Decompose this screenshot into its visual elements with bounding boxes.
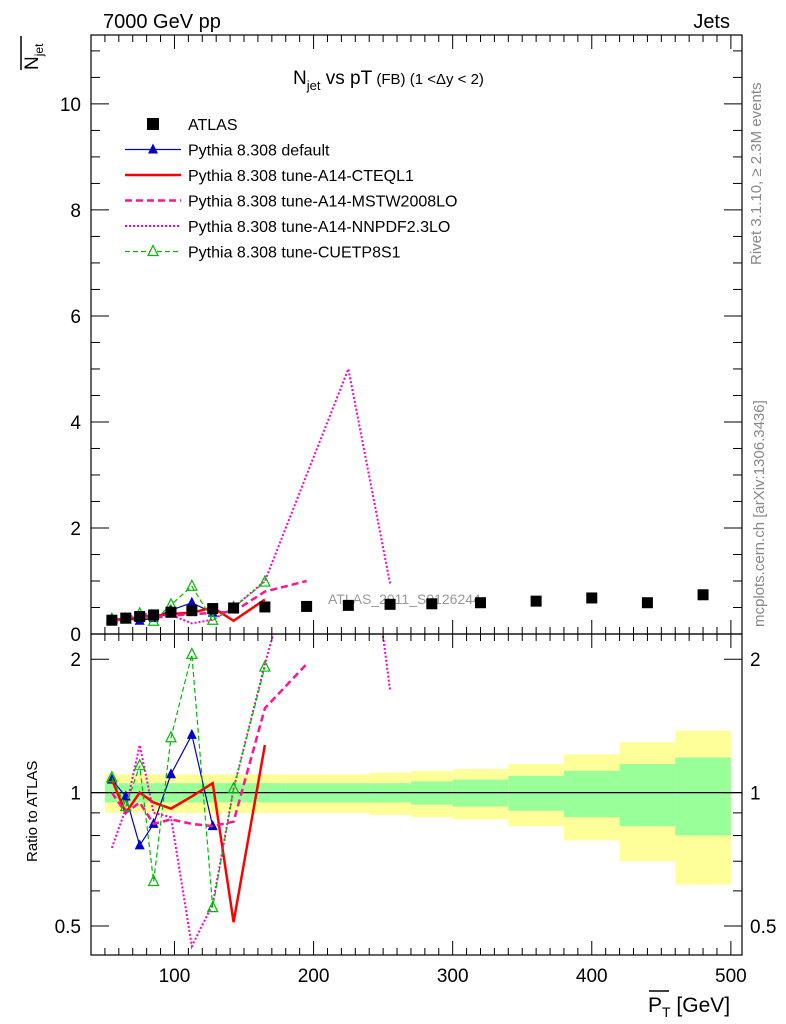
top-series-group xyxy=(105,365,709,626)
ratio-y-tick-label: 0.5 xyxy=(55,917,81,938)
legend-entry-label: Pythia 8.308 tune-A14-CTEQL1 xyxy=(188,168,414,185)
atlas-data-point xyxy=(697,589,709,601)
x-tick-label: 500 xyxy=(715,966,747,987)
ratio-y-tick-label: 2 xyxy=(70,650,81,671)
ratio-y-tick-label: 1 xyxy=(70,784,81,805)
ratio-cuetp8s1-marker xyxy=(227,781,240,794)
x-label-rest: [GeV] xyxy=(671,994,731,1017)
ratio-cuetp8s1-marker xyxy=(258,659,271,672)
top-y-tick-label: 6 xyxy=(70,307,81,328)
legend-marker-atlas xyxy=(147,118,159,130)
main-plot-panel: 0 2 4 6 8 10 ATLAS_2011_S9126244 ATLAS Pythia 8.… xyxy=(60,34,743,646)
atlas-data-point xyxy=(530,595,542,607)
atlas-data-point xyxy=(426,598,438,610)
legend-entry-label: Pythia 8.308 default xyxy=(188,143,330,160)
x-label-main: P xyxy=(648,994,662,1017)
plot-title-small: (FB) (1 <Δy < 2) xyxy=(372,71,484,88)
ratio-band-inner xyxy=(563,770,620,818)
ratio-cuetp8s1-marker xyxy=(119,799,132,812)
top-y-tick-label: 4 xyxy=(70,413,81,434)
ratio-series-group xyxy=(91,634,742,950)
atlas-data-point xyxy=(134,611,146,623)
ratio-default-marker xyxy=(186,728,197,739)
x-tick-label: 400 xyxy=(576,966,608,987)
x-axis-label: PT [GeV] xyxy=(648,990,730,1020)
atlas-data-point xyxy=(474,597,486,609)
ratio-plot-panel: 0.5 0.5 1 1 2 2 100 200 300 400 500 xyxy=(55,633,776,987)
atlas-data-point xyxy=(586,592,598,604)
atlas-data-point xyxy=(120,612,132,624)
ratio-series-line-4 xyxy=(111,654,266,908)
ratio-series-line-3 xyxy=(110,634,392,950)
atlas-data-point xyxy=(301,600,313,612)
ratio-series-line-1 xyxy=(110,744,267,923)
top-y-tick-label: 2 xyxy=(70,519,81,540)
series-line-4 xyxy=(111,365,392,625)
plot-title: Njet vs pT (FB) (1 <Δy < 2) xyxy=(293,68,484,93)
atlas-data-point xyxy=(148,609,160,621)
y-label-sub: jet xyxy=(32,43,46,57)
plot-title-rest: vs pT xyxy=(320,68,372,89)
ratio-band-inner xyxy=(508,776,564,811)
legend-open-triangle-marker xyxy=(147,244,159,257)
watermark-analysis-id: ATLAS_2011_S9126244 xyxy=(328,591,481,607)
x-tick-label: 300 xyxy=(437,966,469,987)
ratio-y-tick-label-right: 2 xyxy=(750,650,761,671)
legend-entry-label: Pythia 8.308 tune-CUETP8S1 xyxy=(188,245,401,262)
x-tick-label: 200 xyxy=(298,966,330,987)
x-tick-label: 100 xyxy=(159,966,191,987)
legend-entry-label: ATLAS xyxy=(188,117,238,134)
cuetp8s1-open-triangle-marker xyxy=(206,612,219,625)
y-label-main: N xyxy=(22,56,43,70)
atlas-data-point xyxy=(165,606,177,618)
top-y-tick-label: 0 xyxy=(70,625,81,646)
ratio-default-marker xyxy=(165,768,176,779)
legend-triangle-marker xyxy=(148,143,158,154)
atlas-data-point xyxy=(186,605,198,617)
ratio-frame xyxy=(90,633,743,956)
ratio-default-marker xyxy=(134,839,145,850)
series-line-3 xyxy=(111,579,307,622)
top-y-axis-label: Njet xyxy=(20,36,46,70)
x-label-text: PT [GeV] xyxy=(648,994,730,1020)
legend-entry-label: Pythia 8.308 tune-A14-NNPDF2.3LO xyxy=(188,219,450,236)
ratio-cuetp8s1-marker xyxy=(165,730,177,743)
ratio-cuetp8s1-marker xyxy=(105,770,118,783)
ratio-cuetp8s1-marker xyxy=(206,900,219,913)
default-triangle-marker xyxy=(186,596,197,607)
plot-title-main: N xyxy=(293,68,307,89)
ratio-band-inner xyxy=(619,764,676,827)
ratio-y-tick-label-right: 0.5 xyxy=(750,917,776,938)
top-y-tick-label: 10 xyxy=(60,95,81,116)
header-process-label: Jets xyxy=(693,11,730,33)
y-label-text: Njet xyxy=(22,43,46,70)
ratio-cuetp8s1-marker xyxy=(133,758,146,771)
top-y-tick-label: 8 xyxy=(70,201,81,222)
ratio-cuetp8s1-marker xyxy=(147,874,160,887)
atlas-data-point xyxy=(106,614,118,626)
x-label-sub: T xyxy=(662,1004,671,1020)
header-energy-label: 7000 GeV pp xyxy=(103,11,221,33)
atlas-data-point xyxy=(641,597,653,609)
plot-title-sub: jet xyxy=(306,78,321,93)
ratio-series-line-2 xyxy=(110,663,308,828)
ratio-y-tick-label-right: 1 xyxy=(750,784,761,805)
cuetp8s1-open-triangle-marker xyxy=(258,574,271,587)
atlas-data-point xyxy=(228,602,240,614)
atlas-data-point xyxy=(384,598,396,610)
mcplots-label: mcplots.cern.ch [arXiv:1306.3436] xyxy=(751,400,768,627)
legend-entry-label: Pythia 8.308 tune-A14-MSTW2008LO xyxy=(188,194,457,211)
rivet-version-label: Rivet 3.1.10, ≥ 2.3M events xyxy=(748,83,765,266)
ratio-cuetp8s1-marker xyxy=(185,647,198,660)
atlas-data-point xyxy=(259,601,271,613)
ratio-y-axis-label: Ratio to ATLAS xyxy=(24,761,41,862)
atlas-data-point xyxy=(342,599,354,611)
ratio-band-inner xyxy=(675,757,731,836)
cuetp8s1-open-triangle-marker xyxy=(185,578,198,591)
atlas-data-point xyxy=(207,603,219,615)
